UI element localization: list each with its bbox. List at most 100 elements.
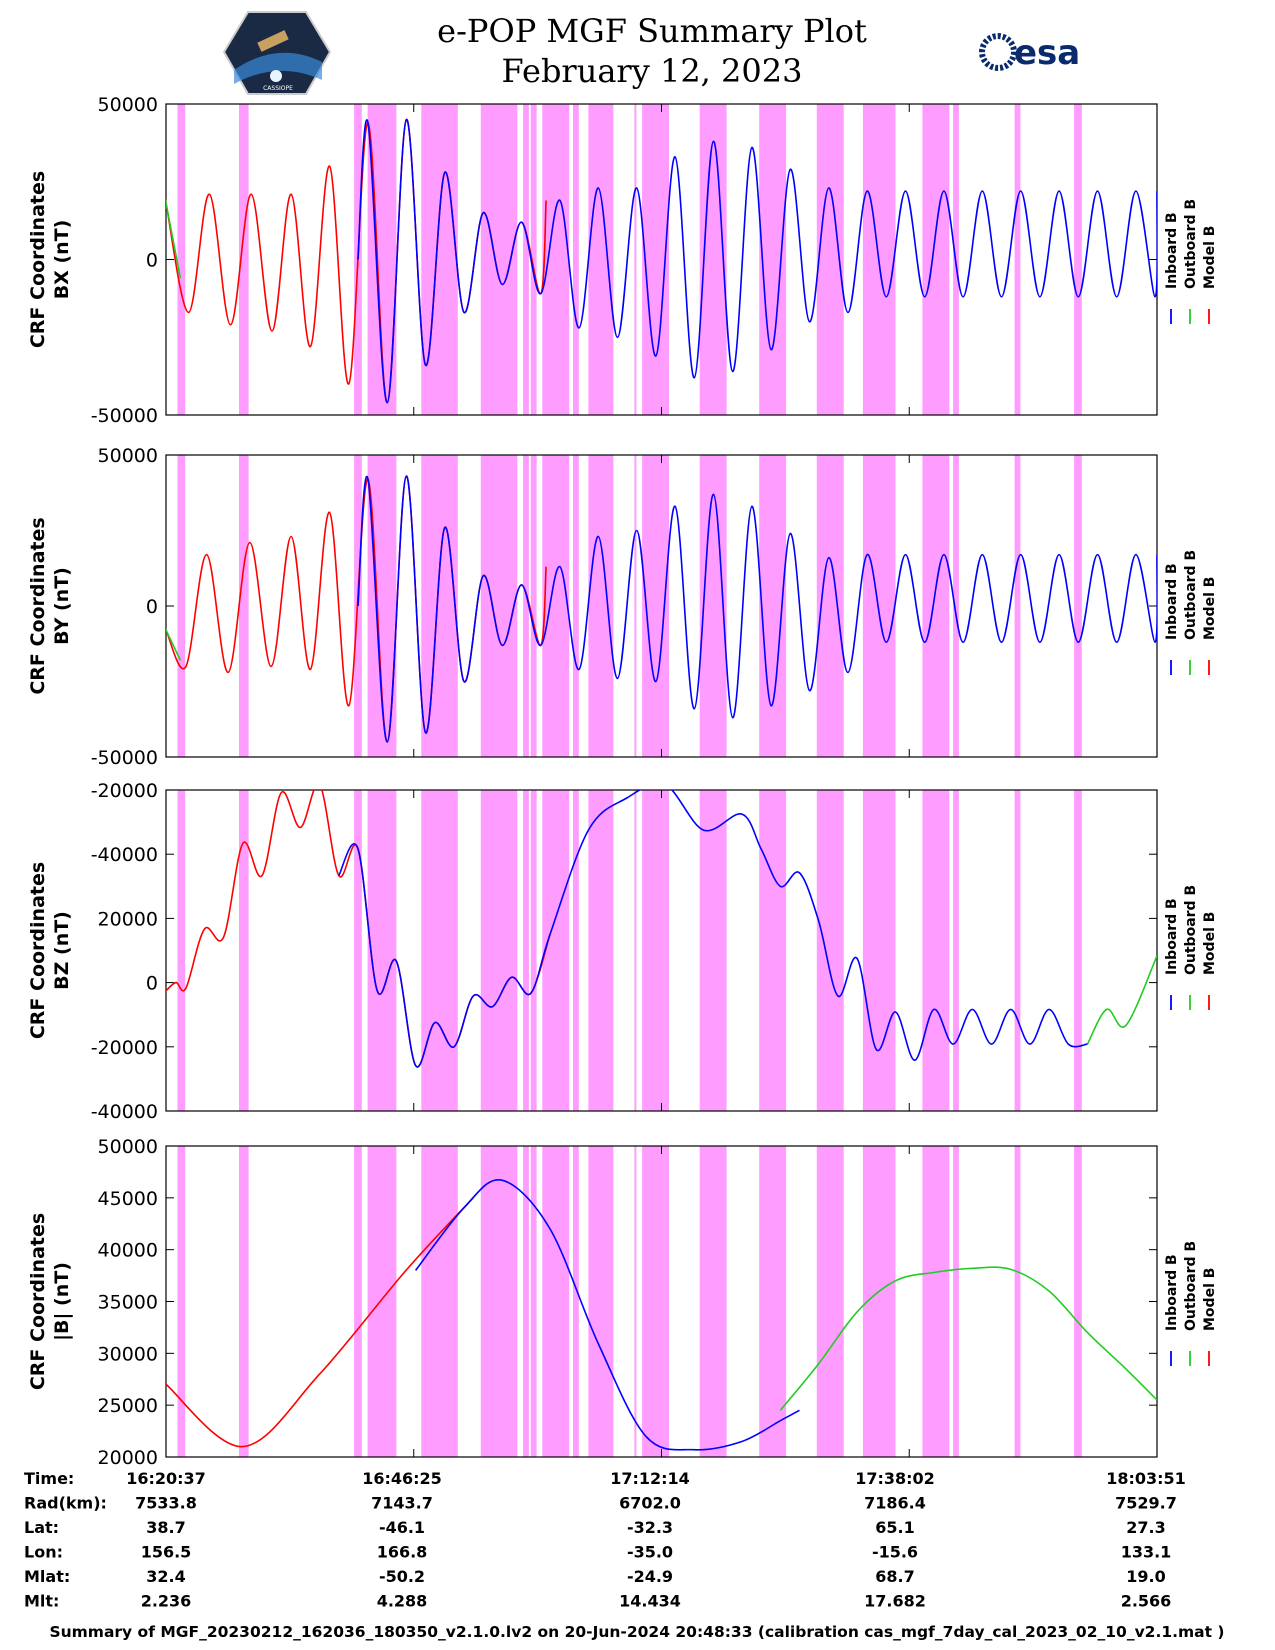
shaded-interval <box>634 455 637 757</box>
shaded-interval <box>953 455 959 757</box>
shaded-interval <box>530 455 537 757</box>
shaded-interval <box>953 1146 959 1457</box>
shaded-interval <box>699 1146 727 1457</box>
info-row-label: Time: <box>24 1469 74 1488</box>
legend-label: Inboard B <box>1164 212 1180 289</box>
shaded-interval <box>480 790 518 1111</box>
shaded-interval <box>421 1146 458 1457</box>
shaded-interval <box>367 790 397 1111</box>
info-row-label: Mlat: <box>24 1567 70 1586</box>
info-value: 156.5 <box>141 1543 192 1562</box>
shaded-interval <box>523 790 529 1111</box>
shaded-interval <box>642 790 669 1111</box>
y-axis-label-line2: BZ (nT) <box>51 911 73 990</box>
shaded-interval <box>1074 1146 1082 1457</box>
shaded-interval <box>922 104 950 415</box>
y-tick-label: -20000 <box>91 1037 158 1059</box>
shaded-interval <box>1014 455 1021 757</box>
shaded-interval <box>878 1146 882 1457</box>
info-value: 17:12:14 <box>610 1469 690 1488</box>
legend: Inboard B Outboard B Model B <box>1164 199 1218 324</box>
info-value: -15.6 <box>872 1543 918 1562</box>
info-value: 7529.7 <box>1115 1494 1177 1513</box>
y-axis-label-line1: CRF Coordinates <box>27 517 49 694</box>
series-outboard-b <box>1086 955 1157 1045</box>
info-value: 18:03:51 <box>1106 1469 1186 1488</box>
info-value: -50.2 <box>379 1567 425 1586</box>
y-tick-label: 35000 <box>98 1292 158 1314</box>
shaded-interval <box>1014 790 1021 1111</box>
shaded-interval <box>1014 104 1021 415</box>
shaded-interval <box>634 790 637 1111</box>
shaded-interval <box>354 1146 362 1457</box>
shaded-interval <box>588 104 614 415</box>
shaded-interval <box>239 1146 249 1457</box>
y-tick-label: -20000 <box>91 780 158 802</box>
shaded-interval <box>523 455 529 757</box>
series-inboard-b <box>414 1179 800 1451</box>
shaded-interval <box>1074 104 1082 415</box>
shaded-interval <box>177 1146 186 1457</box>
legend-label: Inboard B <box>1164 1254 1180 1331</box>
shaded-interval <box>588 455 614 757</box>
legend-label: Inboard B <box>1164 563 1180 640</box>
shaded-interval <box>421 455 458 757</box>
info-value: 16:46:25 <box>362 1469 442 1488</box>
shaded-interval <box>573 104 579 415</box>
y-tick-label: 0 <box>146 973 158 995</box>
legend-label: Model B <box>1202 226 1218 289</box>
header: CASSIOPE e-POP MGF Summary Plot February… <box>222 11 1080 95</box>
y-tick-label: 20000 <box>98 908 158 930</box>
shaded-interval <box>177 455 186 757</box>
legend-label: Outboard B <box>1183 199 1199 289</box>
info-value: 6702.0 <box>619 1494 681 1513</box>
shaded-interval <box>542 1146 570 1457</box>
shaded-interval <box>530 1146 537 1457</box>
shaded-interval <box>480 1146 518 1457</box>
y-axis-label: CRF Coordinates BY (nT) <box>27 517 73 694</box>
shaded-interval <box>634 104 637 415</box>
shaded-interval <box>699 790 727 1111</box>
legend-label: Outboard B <box>1183 1241 1199 1331</box>
y-axis-label-line2: BX (nT) <box>51 220 73 300</box>
shaded-interval <box>354 790 362 1111</box>
shaded-interval <box>816 1146 844 1457</box>
legend: Inboard B Outboard B Model B <box>1164 550 1218 675</box>
info-value: 7533.8 <box>135 1494 197 1513</box>
y-axis-label-line1: CRF Coordinates <box>27 1213 49 1390</box>
shaded-interval <box>523 104 529 415</box>
shaded-interval <box>421 790 458 1111</box>
y-tick-label: 50000 <box>98 1136 158 1158</box>
y-tick-label: 0 <box>146 596 158 618</box>
info-value: 38.7 <box>146 1518 185 1537</box>
shaded-interval <box>530 104 537 415</box>
panel-bz: -20000 -40000 20000 0 -20000 -40000 CRF Coordi… <box>27 780 1218 1123</box>
info-value: 2.566 <box>1121 1592 1172 1611</box>
shaded-interval <box>421 104 458 415</box>
shaded-interval <box>953 790 959 1111</box>
shaded-interval <box>642 1146 669 1457</box>
info-value: -35.0 <box>627 1543 673 1562</box>
shaded-interval <box>588 790 614 1111</box>
info-value: 27.3 <box>1126 1518 1165 1537</box>
panel-bx: 50000 0 -50000 CRF Coordinates BX (nT) Inboar… <box>27 94 1218 427</box>
y-tick-label: 50000 <box>98 94 158 116</box>
y-tick-label: 30000 <box>98 1343 158 1365</box>
shaded-interval <box>542 104 570 415</box>
info-row-label: Lat: <box>24 1518 59 1537</box>
y-tick-label: 50000 <box>98 445 158 467</box>
legend-label: Model B <box>1202 577 1218 640</box>
orbit-info-table: Time: 16:20:37 16:46:25 17:12:14 17:38:02 18:… <box>24 1469 1186 1611</box>
series-outboard-b <box>779 1266 1157 1411</box>
legend-label: Model B <box>1202 912 1218 975</box>
shaded-interval <box>759 790 787 1111</box>
info-value: -46.1 <box>379 1518 425 1537</box>
info-value: 2.236 <box>141 1592 192 1611</box>
cassiope-logo-text: CASSIOPE <box>263 85 293 92</box>
legend: Inboard B Outboard B Model B <box>1164 885 1218 1010</box>
legend-label: Outboard B <box>1183 885 1199 975</box>
shaded-interval <box>177 104 186 415</box>
y-axis-label-line1: CRF Coordinates <box>27 862 49 1039</box>
info-value: 4.288 <box>377 1592 428 1611</box>
